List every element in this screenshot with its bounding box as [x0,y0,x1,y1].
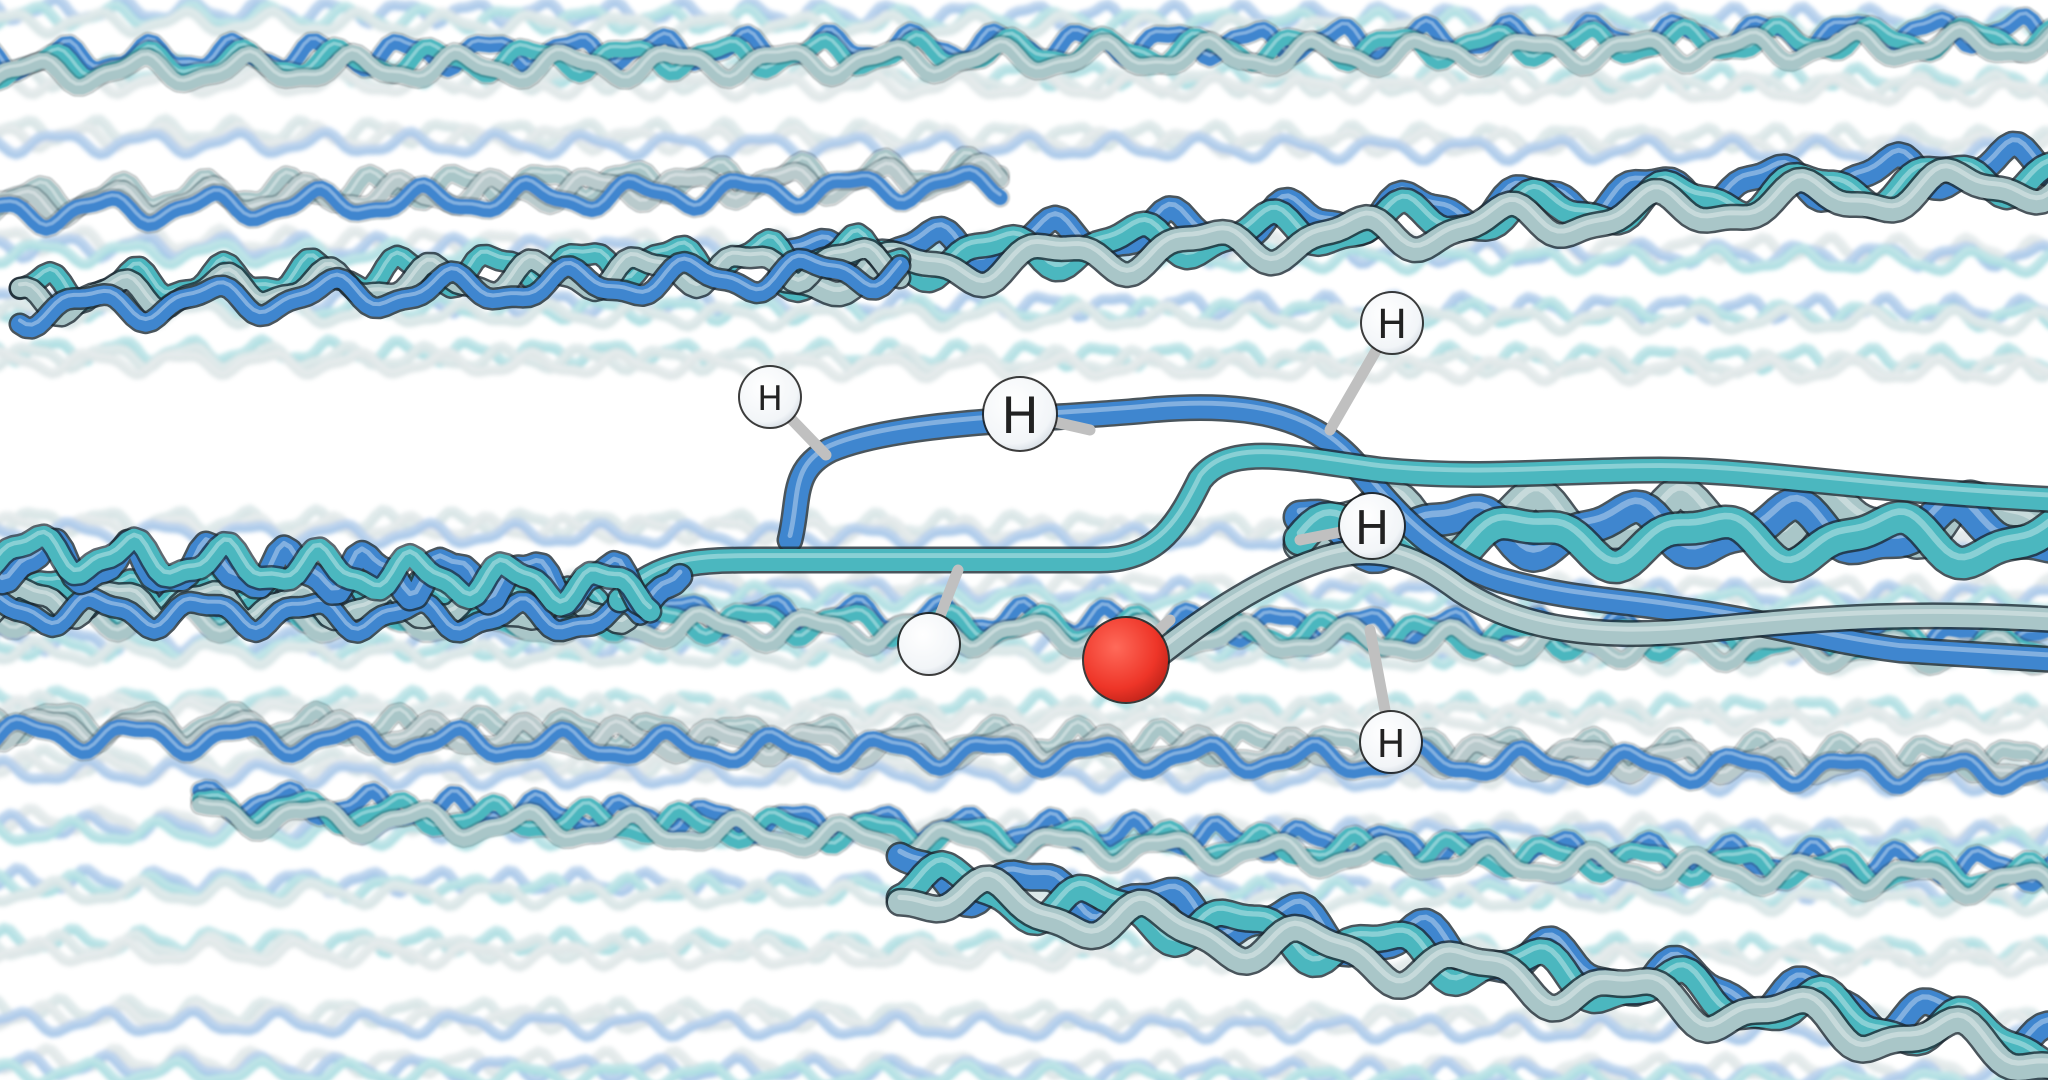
atom-label: H [757,379,783,419]
mid-chain [0,162,1010,239]
front-chain [0,586,652,644]
atom-sphere [899,614,959,674]
front-chain [8,247,912,340]
atom-label: H [1001,387,1039,445]
far-chain [0,755,2048,798]
far-chain [0,346,2048,387]
hydrogen-atom: H [1359,624,1423,774]
far-chain [0,0,2048,37]
hydrogen-atom: H [1294,492,1406,560]
front-chain [766,156,2048,308]
hydrogen-atom: H [1324,291,1424,436]
far-chain [0,290,2048,333]
hydrogen-atom: H [738,365,832,461]
far-chain [0,1056,2048,1080]
atom-sphere [740,367,800,427]
atom-sphere [984,378,1056,450]
focus-molecule [0,394,2048,684]
far-chain [0,1049,2048,1080]
hydrogen-atom: H [982,376,1096,452]
atom-markers: H H H H H [738,291,1424,774]
mid-chain [0,595,2048,677]
focus-chain-teal [606,442,2048,614]
focus-chain-left-2 [0,523,663,624]
atom-label: H [1355,501,1390,555]
mid-chain [0,707,2048,787]
atom-sphere [1362,293,1422,353]
atom-label: H [1377,302,1407,348]
atom-sphere [1084,618,1168,702]
mid-chain [0,19,2048,97]
oxygen-atom [1082,614,1176,704]
front-chain [885,864,2048,1080]
far-chain [0,935,2048,979]
focus-chain-pale [1126,538,2048,684]
mid-chain [190,795,2048,907]
far-chain [0,127,2048,169]
atom-label: H [1377,722,1406,766]
midground-chains [0,6,2048,907]
atom-sphere [1361,712,1421,772]
far-chain [0,297,2048,337]
far-chain [0,334,2048,376]
atom-sphere [1340,494,1404,558]
hydrogen-atom [897,564,964,676]
mid-chain [0,712,2048,798]
